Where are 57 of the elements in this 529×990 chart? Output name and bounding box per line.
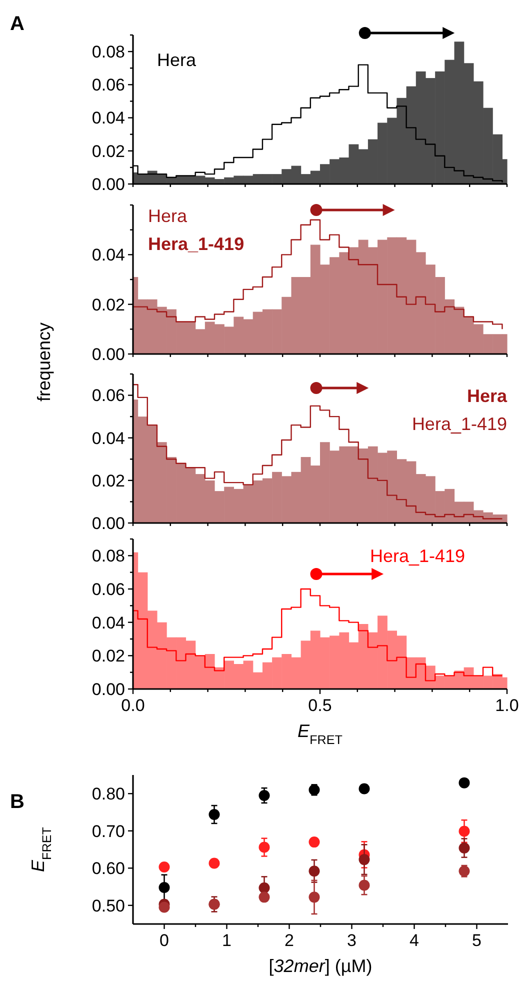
- y-tick-label: 0.02: [92, 646, 125, 666]
- y-tick-label: 0.08: [92, 546, 125, 566]
- point: [358, 783, 370, 794]
- x-tick-label: 4: [410, 931, 419, 950]
- x-tick-label: 0: [160, 931, 169, 950]
- y-tick-label: 0.08: [92, 42, 125, 62]
- annotation: Hera_1-419: [370, 546, 466, 566]
- y-tick-label: 0.60: [92, 859, 125, 878]
- point: [358, 880, 370, 891]
- point: [258, 882, 270, 894]
- x-tick-label: 2: [284, 931, 294, 950]
- point: [258, 892, 270, 903]
- y-tick-label: 0.00: [92, 174, 125, 194]
- x-tick-label: 0.5: [308, 696, 332, 715]
- annotation: Hera: [157, 50, 198, 70]
- y-tick-label: 0.06: [92, 386, 125, 406]
- point: [308, 892, 320, 903]
- y-tick-label: 0.04: [92, 613, 125, 632]
- y-tick-label: 0.06: [92, 580, 125, 599]
- annotation: Hera: [466, 386, 508, 406]
- y-tick-label: 0.04: [92, 108, 125, 128]
- x-tick-label: 1: [222, 931, 232, 950]
- y-tick-label: 0.70: [92, 822, 125, 841]
- point: [208, 858, 220, 869]
- point: [258, 842, 270, 853]
- y-axis-title: frequency: [34, 322, 54, 402]
- y-tick-label: 0.02: [92, 471, 125, 490]
- point: [458, 826, 470, 837]
- y-tick-label: 0.04: [92, 428, 125, 448]
- x-axis-title: E$_{FRET}$: [298, 721, 343, 747]
- point: [308, 866, 320, 877]
- x-tick-label: 1.0: [495, 696, 519, 715]
- x-tick-label: 0.0: [121, 696, 145, 715]
- y-tick-label: 0.80: [92, 784, 125, 804]
- point: [458, 777, 470, 788]
- y-tick-label: 0.06: [92, 76, 125, 95]
- point: [308, 836, 320, 848]
- point: [358, 854, 370, 866]
- annotation: Hera_1-419: [412, 414, 507, 434]
- y-tick-label: 0.04: [92, 246, 125, 265]
- y-tick-label: 0.00: [92, 680, 125, 699]
- y-tick-label: 0.00: [92, 514, 125, 533]
- y-tick-label: 0.02: [92, 295, 125, 314]
- x-axis-title: [32mer] (µM): [268, 956, 372, 976]
- point: [158, 862, 170, 873]
- text: A: [10, 13, 24, 35]
- point: [208, 808, 220, 820]
- annotation: Hera_1-419: [148, 234, 244, 254]
- point: [158, 882, 170, 893]
- y-tick-label: 0.50: [92, 896, 125, 916]
- text: B: [10, 791, 24, 813]
- y-tick-label: 0.00: [92, 344, 125, 364]
- point: [258, 790, 270, 801]
- x-tick-label: 3: [347, 931, 356, 950]
- y-tick-label: 0.02: [92, 142, 125, 161]
- annotation: Hera: [148, 206, 188, 226]
- x-tick-label: 5: [472, 931, 482, 950]
